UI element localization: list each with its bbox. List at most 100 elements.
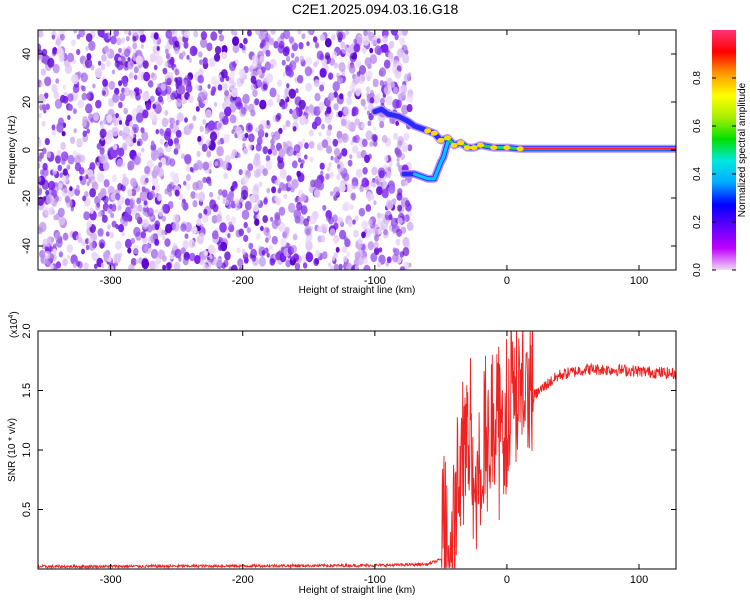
spectrogram-cell: [208, 181, 212, 187]
spectrogram-cell: [127, 160, 135, 171]
spectrogram-cell: [368, 112, 374, 121]
spectrogram-cell: [298, 42, 304, 50]
spectrogram-cell: [403, 73, 411, 83]
spectrogram-cell: [141, 147, 145, 153]
x-tick-label: -100: [364, 275, 386, 287]
spectrogram-cell: [181, 50, 186, 57]
spectrogram-cell: [386, 170, 392, 178]
spectrogram-cell: [392, 228, 397, 234]
spectrogram-cell: [360, 98, 366, 107]
spectrogram-cell: [352, 145, 359, 154]
x-tick-label: 100: [630, 275, 648, 287]
spectrogram-cell: [127, 57, 131, 62]
spectrogram-cell: [55, 261, 62, 269]
y-tick-label: 20: [21, 96, 33, 108]
spectrogram-cell: [337, 217, 344, 226]
spectrogram-cell: [71, 74, 79, 85]
spectrogram-cell: [214, 161, 218, 167]
spectrogram-cell: [367, 62, 372, 70]
spectrogram-cell: [271, 186, 277, 194]
spectrogram-cell: [147, 207, 154, 217]
spectrogram-cell: [261, 66, 266, 74]
spectrogram-cell: [131, 30, 139, 37]
spectrogram-cell: [210, 89, 216, 96]
spectrogram-cell: [251, 60, 258, 70]
spectrogram-cell: [154, 184, 160, 193]
spectrogram-cell: [84, 58, 93, 69]
spectrogram-cell: [207, 244, 215, 255]
spectrogram-cell: [290, 255, 295, 261]
spectrogram-cell: [63, 188, 68, 194]
colorbar-ticks: 0.0 0.2 0.4 0.6 0.8: [692, 71, 736, 277]
spectrogram-cell: [168, 191, 173, 197]
spectrogram-cell: [333, 147, 341, 157]
spectrogram-cell: [208, 57, 216, 67]
spectrogram-cell: [116, 37, 122, 46]
y-tick-label: -40: [21, 238, 33, 254]
spectrogram-cell: [85, 244, 90, 251]
spectrogram-cell: [260, 39, 266, 47]
spectrogram-cell: [132, 244, 140, 255]
y-tick-label: 2.0: [21, 323, 33, 338]
spectrogram-cell: [377, 261, 381, 268]
spectrogram-cell: [81, 248, 85, 255]
spectrogram-cell: [400, 226, 407, 234]
spectrogram-cell: [313, 189, 320, 198]
spectrogram-cell: [380, 213, 385, 220]
spectrogram-cell: [347, 90, 352, 98]
spectrogram-cell: [225, 214, 231, 222]
spectrogram-cell: [328, 72, 334, 80]
tone-track-peak: [503, 145, 511, 151]
spectrogram-cell: [112, 143, 118, 151]
spectrogram-cell: [136, 140, 141, 147]
spectrogram-cell: [186, 55, 190, 60]
spectrogram-cell: [352, 74, 360, 85]
tone-track-peak: [463, 145, 471, 151]
spectrogram-cell: [381, 225, 385, 231]
spectrogram-cell: [259, 55, 265, 63]
spectrogram-cell: [263, 198, 268, 205]
spectrogram-cell: [224, 154, 231, 163]
spectrogram-cell: [401, 30, 408, 36]
spectrogram-cell: [72, 108, 77, 115]
spectrogram-cell: [178, 193, 184, 201]
spectrogram-cell: [248, 133, 255, 143]
spectrogram-cell: [93, 263, 98, 269]
tone-track-peak: [437, 137, 445, 143]
spectrogram-cell: [53, 91, 60, 99]
spectrogram-cell: [405, 200, 410, 208]
spectrogram-cell: [132, 42, 138, 50]
spectrogram-cell: [102, 90, 106, 96]
spectrogram-cell: [319, 33, 325, 42]
spectrogram-cell: [138, 30, 145, 36]
snr-x-label: Height of straight line (km): [299, 585, 416, 596]
spectrogram-cell: [51, 124, 56, 131]
spectrogram-cell: [367, 120, 372, 127]
spectrogram-cell: [355, 88, 361, 97]
spectrogram-cell: [175, 119, 180, 126]
spectrogram-cell: [203, 208, 208, 215]
spectrogram-cell: [372, 78, 379, 88]
spectrogram-cell: [96, 172, 105, 183]
spectrogram-cell: [253, 204, 259, 213]
spectrogram-cell: [385, 95, 393, 106]
spectrogram-cell: [261, 250, 265, 256]
spectrogram-cell: [231, 30, 235, 36]
spectrogram-cell: [85, 33, 93, 43]
spectrogram-cell: [231, 149, 238, 157]
spectrogram-cell: [304, 66, 313, 77]
spectrogram-cell: [257, 129, 265, 138]
spectrogram-cell: [341, 148, 348, 157]
spectrogram-cell: [395, 99, 402, 109]
spectrogram-cell: [111, 220, 117, 228]
spectrogram-cell: [191, 226, 198, 235]
spectrogram-cell: [368, 241, 374, 250]
spectrogram-cell: [407, 144, 413, 152]
spectrogram-cell: [378, 254, 386, 265]
spectrogram-cell: [388, 183, 396, 194]
spectrogram-cell: [256, 68, 263, 77]
spectrogram-cell: [388, 51, 394, 60]
spectrogram-cell: [198, 191, 206, 202]
spectrogram-cell: [98, 239, 106, 249]
spectrogram-cell: [221, 45, 228, 54]
